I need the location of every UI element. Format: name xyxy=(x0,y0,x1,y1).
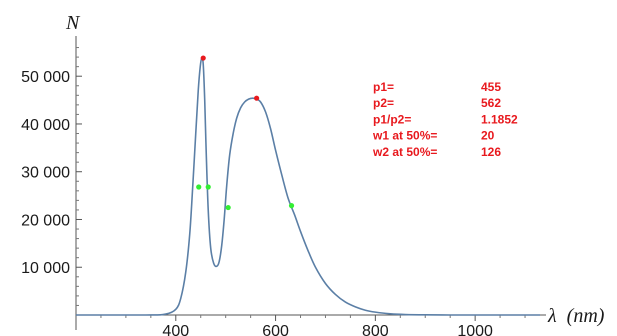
y-tick-label-20000: 20 000 xyxy=(21,212,70,229)
annotation-label-5: w2 at 50%= xyxy=(372,145,437,159)
y-tick-label-30000: 30 000 xyxy=(21,165,70,182)
series-group xyxy=(76,57,540,316)
annotation-label-1: p1= xyxy=(373,80,394,94)
annotation-label-2: p2= xyxy=(373,96,394,110)
peak-point-1 xyxy=(200,55,206,61)
peak-point-2 xyxy=(254,95,260,101)
y-tick-label-40000: 40 000 xyxy=(21,117,70,134)
annotation-value-2: 562 xyxy=(481,96,501,110)
y-tick-label-10000: 10 000 xyxy=(21,260,70,277)
x-axis-label: λ (nm) xyxy=(547,305,605,327)
halfmax-point-2 xyxy=(205,184,211,190)
halfmax-point-3 xyxy=(225,204,231,211)
x-axis-symbol: λ xyxy=(547,305,557,327)
annotation-value-1: 455 xyxy=(481,80,501,94)
x-tick-label-600: 600 xyxy=(262,323,289,336)
x-tick-label-400: 400 xyxy=(162,323,189,336)
annotation-value-3: 1.1852 xyxy=(481,112,518,126)
halfmax-point-4 xyxy=(288,203,295,209)
annotation-label-3: p1/p2= xyxy=(373,112,411,126)
annotation-value-4: 20 xyxy=(481,129,495,143)
series-line-0 xyxy=(76,57,540,316)
y-tick-label-50000: 50 000 xyxy=(21,69,70,86)
x-tick-label-1000: 1000 xyxy=(457,323,493,336)
markers-group xyxy=(196,55,295,211)
annotation-value-5: 126 xyxy=(481,145,501,159)
ticks: 400 600 800 1000 10 000 20 000 30 000 40 000 50 … xyxy=(21,47,526,336)
annotation-label-4: w1 at 50%= xyxy=(372,129,437,143)
x-tick-label-800: 800 xyxy=(362,323,389,336)
y-axis-label: N xyxy=(65,12,81,34)
x-axis-unit: (nm) xyxy=(567,305,605,327)
axes xyxy=(75,36,546,330)
halfmax-point-1 xyxy=(196,184,202,190)
annotations-group: p1= 455 p2= 562 p1/p2= 1.1852 w1 at 50%= 20 w2 a… xyxy=(372,80,518,159)
